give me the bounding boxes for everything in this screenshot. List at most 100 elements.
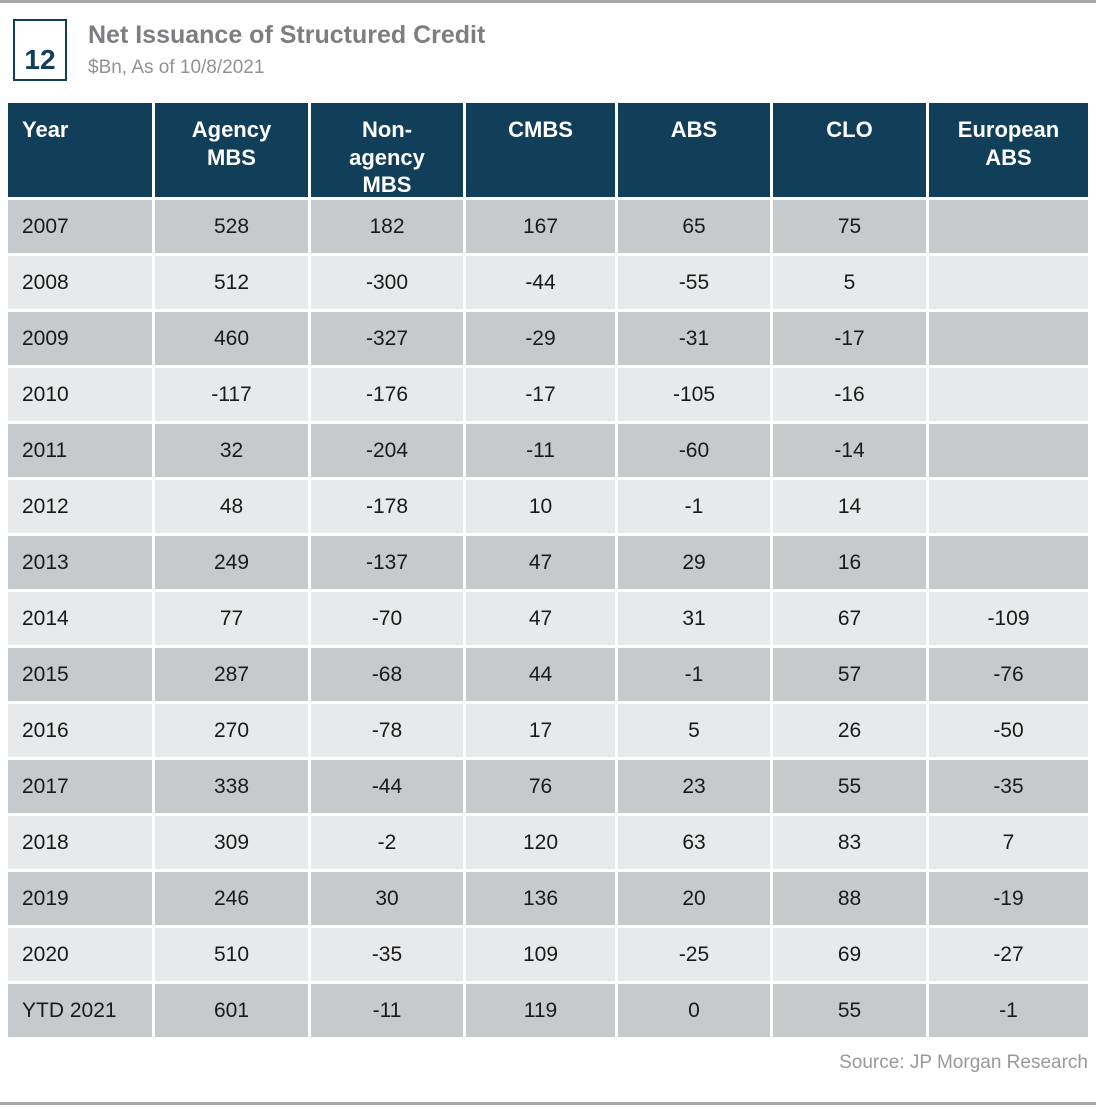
year-cell: 2015: [8, 648, 152, 701]
column-header-cmbs: CMBS: [466, 103, 615, 197]
data-table: Year Agency MBS Non- agency MBS CMBS ABS…: [8, 103, 1088, 1037]
value-cell: -11: [311, 984, 463, 1037]
value-cell: -17: [773, 312, 926, 365]
value-cell: -76: [929, 648, 1088, 701]
value-cell: 77: [155, 592, 308, 645]
year-cell: 2007: [8, 200, 152, 253]
year-cell: 2018: [8, 816, 152, 869]
column-header-european-abs: European ABS: [929, 103, 1088, 197]
figure-subtitle: $Bn, As of 10/8/2021: [88, 56, 265, 78]
value-cell: -117: [155, 368, 308, 421]
year-cell: 2009: [8, 312, 152, 365]
value-cell: -35: [311, 928, 463, 981]
value-cell: 338: [155, 760, 308, 813]
figure-header: 12 Net Issuance of Structured Credit $Bn…: [13, 19, 485, 81]
value-cell: 47: [466, 592, 615, 645]
value-cell: 29: [618, 536, 770, 589]
value-cell: -68: [311, 648, 463, 701]
value-cell: [929, 368, 1088, 421]
value-cell: -19: [929, 872, 1088, 925]
value-cell: 23: [618, 760, 770, 813]
value-cell: 14: [773, 480, 926, 533]
value-cell: 460: [155, 312, 308, 365]
value-cell: -14: [773, 424, 926, 477]
figure-number-box: 12: [13, 19, 67, 81]
value-cell: 75: [773, 200, 926, 253]
value-cell: 7: [929, 816, 1088, 869]
value-cell: -204: [311, 424, 463, 477]
value-cell: 31: [618, 592, 770, 645]
year-cell: 2014: [8, 592, 152, 645]
figure-number: 12: [24, 44, 56, 75]
value-cell: 0: [618, 984, 770, 1037]
value-cell: 182: [311, 200, 463, 253]
titles: Net Issuance of Structured Credit $Bn, A…: [88, 21, 485, 79]
value-cell: 57: [773, 648, 926, 701]
value-cell: -176: [311, 368, 463, 421]
value-cell: 528: [155, 200, 308, 253]
value-cell: 17: [466, 704, 615, 757]
value-cell: 249: [155, 536, 308, 589]
value-cell: -44: [311, 760, 463, 813]
year-cell: 2013: [8, 536, 152, 589]
value-cell: -60: [618, 424, 770, 477]
value-cell: 136: [466, 872, 615, 925]
year-cell: 2020: [8, 928, 152, 981]
value-cell: -105: [618, 368, 770, 421]
value-cell: -1: [929, 984, 1088, 1037]
value-cell: 167: [466, 200, 615, 253]
value-cell: -327: [311, 312, 463, 365]
value-cell: [929, 480, 1088, 533]
year-cell: 2016: [8, 704, 152, 757]
value-cell: 67: [773, 592, 926, 645]
value-cell: 309: [155, 816, 308, 869]
value-cell: 55: [773, 760, 926, 813]
value-cell: 83: [773, 816, 926, 869]
value-cell: -17: [466, 368, 615, 421]
value-cell: 88: [773, 872, 926, 925]
value-cell: [929, 312, 1088, 365]
value-cell: -55: [618, 256, 770, 309]
year-cell: 2017: [8, 760, 152, 813]
value-cell: 16: [773, 536, 926, 589]
value-cell: 109: [466, 928, 615, 981]
source-attribution: Source: JP Morgan Research: [839, 1052, 1088, 1073]
value-cell: -300: [311, 256, 463, 309]
value-cell: 287: [155, 648, 308, 701]
year-cell: 2010: [8, 368, 152, 421]
value-cell: -137: [311, 536, 463, 589]
value-cell: -78: [311, 704, 463, 757]
value-cell: [929, 536, 1088, 589]
value-cell: -35: [929, 760, 1088, 813]
column-header-clo: CLO: [773, 103, 926, 197]
value-cell: -29: [466, 312, 615, 365]
value-cell: -1: [618, 480, 770, 533]
column-header-agency-mbs: Agency MBS: [155, 103, 308, 197]
value-cell: 119: [466, 984, 615, 1037]
value-cell: 32: [155, 424, 308, 477]
value-cell: -31: [618, 312, 770, 365]
value-cell: 30: [311, 872, 463, 925]
value-cell: 47: [466, 536, 615, 589]
value-cell: 44: [466, 648, 615, 701]
value-cell: 76: [466, 760, 615, 813]
year-cell: 2012: [8, 480, 152, 533]
value-cell: -2: [311, 816, 463, 869]
value-cell: 270: [155, 704, 308, 757]
year-cell: 2019: [8, 872, 152, 925]
value-cell: [929, 256, 1088, 309]
value-cell: -25: [618, 928, 770, 981]
value-cell: 601: [155, 984, 308, 1037]
value-cell: 69: [773, 928, 926, 981]
value-cell: 55: [773, 984, 926, 1037]
figure-title: Net Issuance of Structured Credit: [88, 21, 486, 50]
column-header-year: Year: [8, 103, 152, 197]
value-cell: 26: [773, 704, 926, 757]
value-cell: 20: [618, 872, 770, 925]
column-header-abs: ABS: [618, 103, 770, 197]
value-cell: 65: [618, 200, 770, 253]
value-cell: 10: [466, 480, 615, 533]
value-cell: 63: [618, 816, 770, 869]
value-cell: 246: [155, 872, 308, 925]
value-cell: -16: [773, 368, 926, 421]
